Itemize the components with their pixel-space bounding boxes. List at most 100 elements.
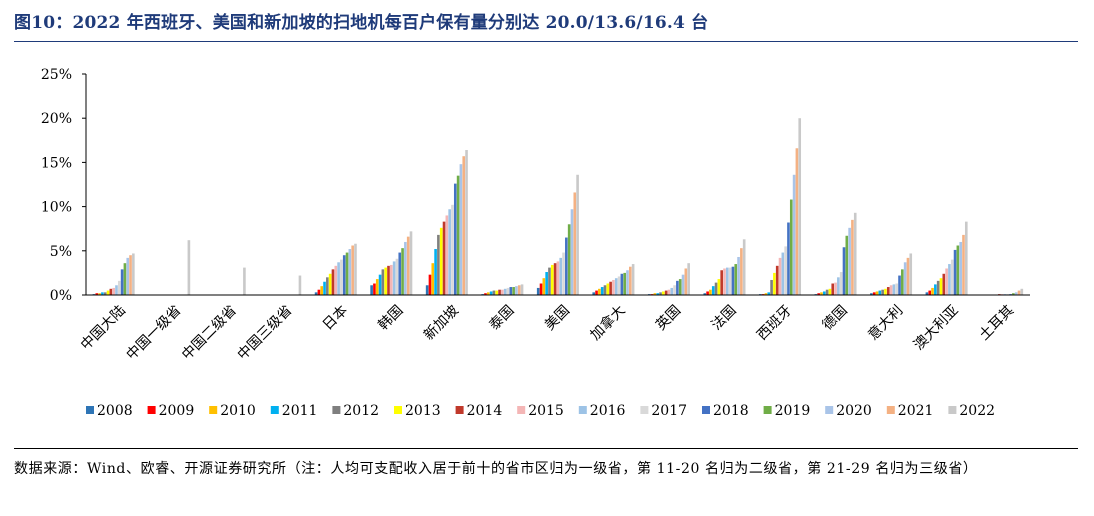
bar-2017: [673, 285, 676, 295]
legend-swatch: [948, 406, 957, 414]
legend-swatch: [640, 406, 649, 414]
bar-2019: [512, 287, 515, 295]
y-tick-label: 10%: [41, 200, 72, 216]
legend-swatch: [86, 406, 94, 414]
category-label: 意大利: [865, 302, 907, 344]
bar-2011: [323, 281, 326, 295]
bar-2021: [351, 245, 354, 295]
bar-2012: [770, 279, 773, 295]
bar-2011: [101, 292, 104, 295]
bar-2018: [620, 273, 624, 295]
bar-2014: [942, 273, 946, 295]
bar-2013: [884, 288, 887, 295]
bar-2010: [320, 286, 324, 295]
category-label: 中国大陆: [78, 303, 129, 354]
legend-label: 2013: [405, 403, 441, 419]
bar-2022: [132, 253, 135, 295]
bar-2009: [95, 293, 99, 295]
bar-2008: [370, 285, 373, 295]
bar-2021: [462, 156, 466, 295]
bar-2021: [962, 234, 965, 295]
footer-divider: [14, 448, 1078, 449]
bar-2017: [617, 276, 621, 295]
bar-2016: [948, 264, 951, 295]
bar-2020: [792, 174, 796, 295]
bar-2011: [934, 284, 937, 295]
bar-2015: [445, 215, 449, 295]
bar-2017: [117, 280, 121, 295]
y-tick-label: 5%: [50, 244, 72, 260]
legend-label: 2010: [220, 403, 256, 419]
bar-2010: [931, 287, 934, 295]
bar-2015: [390, 264, 393, 295]
bar-2013: [717, 279, 721, 295]
bar-2012: [825, 289, 829, 295]
bar-2011: [656, 293, 660, 295]
bar-2015: [334, 265, 338, 295]
bar-2022: [631, 264, 635, 295]
bar-2011: [711, 286, 715, 295]
bar-2010: [375, 279, 379, 295]
bar-2018: [676, 280, 679, 295]
bar-2010: [431, 263, 435, 295]
legend-swatch: [825, 406, 834, 414]
bar-2012: [326, 277, 329, 295]
bar-2017: [506, 287, 510, 295]
legend-swatch: [455, 406, 464, 414]
bar-2020: [626, 270, 629, 295]
bar-2018: [898, 275, 901, 295]
legend-swatch: [332, 406, 341, 414]
bar-2012: [381, 269, 385, 295]
legend-swatch: [578, 406, 587, 414]
bar-2019: [789, 199, 793, 295]
bar-2013: [606, 283, 610, 295]
bar-2022: [409, 231, 413, 295]
bar-2017: [451, 204, 454, 295]
legend-swatch: [702, 406, 710, 414]
bar-2019: [734, 264, 738, 295]
bar-2018: [565, 237, 568, 295]
bar-2008: [925, 292, 929, 295]
legend-label: 2016: [590, 403, 626, 419]
category-label: 中国三级省: [235, 303, 296, 364]
bar-2019: [623, 272, 626, 295]
bar-2011: [434, 249, 437, 295]
bar-2020: [348, 249, 352, 295]
bar-2015: [889, 285, 893, 295]
legend-swatch: [270, 406, 279, 414]
bar-2017: [839, 272, 843, 295]
bar-2009: [928, 290, 932, 295]
bar-2009: [595, 290, 598, 295]
category-label: 法国: [709, 303, 740, 334]
bar-2021: [129, 255, 132, 295]
bar-2012: [548, 267, 551, 295]
bar-2013: [773, 272, 776, 295]
bar-2020: [459, 164, 463, 295]
bar-2015: [556, 261, 560, 295]
bar-2017: [562, 252, 565, 295]
chart-title: 图10：2022 年西班牙、美国和新加坡的扫地机每百户保有量分别达 20.0/1…: [14, 13, 709, 33]
bar-2010: [875, 291, 879, 295]
bar-2014: [775, 265, 779, 295]
bar-2010: [764, 293, 768, 295]
bar-2018: [731, 266, 735, 295]
bar-2022: [576, 174, 579, 295]
bar-2021: [629, 266, 632, 295]
y-tick-label: 0%: [50, 288, 72, 304]
y-tick-label: 15%: [41, 155, 72, 171]
bar-2022: [1020, 288, 1024, 295]
bar-2019: [123, 263, 127, 295]
bar-2011: [600, 287, 604, 295]
bar-2021: [906, 257, 910, 295]
legend-swatch: [147, 406, 156, 414]
bar-2014: [331, 269, 335, 295]
bar-2012: [659, 292, 662, 295]
bar-2022: [354, 243, 357, 295]
legend-label: 2017: [651, 403, 687, 419]
category-label: 西班牙: [754, 303, 795, 344]
legend-swatch: [886, 406, 895, 414]
bar-2011: [822, 291, 826, 295]
bar-2020: [570, 209, 574, 295]
bar-2012: [714, 282, 718, 295]
y-axis: 0% 5% 10% 15% 20% 25%: [41, 67, 87, 304]
